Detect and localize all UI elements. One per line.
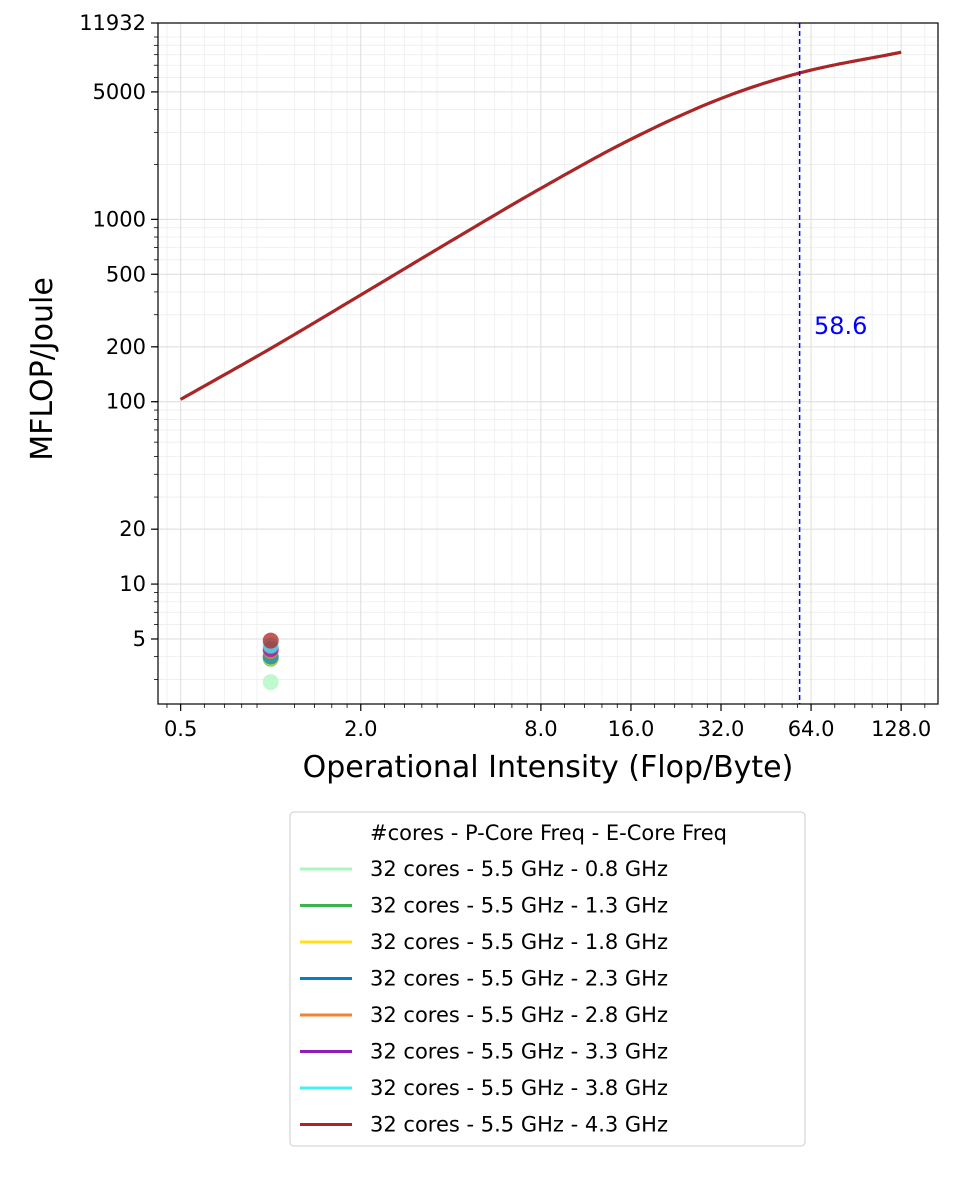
legend-entries: 32 cores - 5.5 GHz - 0.8 GHz 32 cores - 5…	[300, 857, 668, 1137]
y-tick-label: 500	[106, 262, 146, 286]
y-tick-label: 1000	[93, 207, 146, 231]
data-point	[262, 632, 279, 649]
legend-entry-label: 32 cores - 5.5 GHz - 3.8 GHz	[370, 1076, 668, 1100]
series-points	[262, 632, 279, 691]
x-tick-label: 64.0	[788, 717, 835, 741]
y-tick-label: 10	[119, 572, 146, 596]
y-tick-label: 11932	[79, 11, 146, 35]
minor-grid	[158, 23, 938, 704]
x-axis-label: Operational Intensity (Flop/Byte)	[303, 750, 794, 785]
x-tick-label: 8.0	[524, 717, 557, 741]
legend-entry-label: 32 cores - 5.5 GHz - 0.8 GHz	[370, 857, 668, 881]
legend: #cores - P-Core Freq - E-Core Freq 32 co…	[289, 811, 806, 1147]
data-point	[262, 674, 279, 691]
x-tick-label: 16.0	[608, 717, 655, 741]
legend-box	[289, 811, 806, 1147]
y-tick-label: 200	[106, 335, 146, 359]
plot-frame	[157, 22, 939, 705]
y-tick-label: 5	[133, 627, 146, 651]
x-tick-label: 2.0	[344, 717, 377, 741]
x-axis: 0.5 2.0 8.0 16.0 32.0 64.0 128.0	[164, 704, 931, 741]
y-tick-label: 5000	[93, 80, 146, 104]
legend-title: #cores - P-Core Freq - E-Core Freq	[370, 821, 727, 845]
legend-entry-label: 32 cores - 5.5 GHz - 4.3 GHz	[370, 1113, 668, 1137]
major-grid	[158, 22, 938, 704]
x-tick-label: 128.0	[871, 717, 931, 741]
ridge-label: 58.6	[814, 312, 867, 340]
legend-entry-label: 32 cores - 5.5 GHz - 3.3 GHz	[370, 1040, 668, 1064]
y-axis: 5 10 20 100 200 500 1000 5000 11932	[79, 11, 158, 680]
x-tick-label: 0.5	[164, 717, 197, 741]
series-lines	[179, 50, 902, 401]
y-tick-label: 20	[119, 517, 146, 541]
legend-entry-label: 32 cores - 5.5 GHz - 2.8 GHz	[370, 1003, 668, 1027]
y-tick-label: 100	[106, 390, 146, 414]
legend-entry-label: 32 cores - 5.5 GHz - 2.3 GHz	[370, 967, 668, 991]
series-line	[179, 50, 902, 401]
x-tick-label: 32.0	[698, 717, 745, 741]
legend-entry-label: 32 cores - 5.5 GHz - 1.3 GHz	[370, 894, 668, 918]
y-axis-label: MFLOP/Joule	[25, 277, 60, 461]
legend-entry-label: 32 cores - 5.5 GHz - 1.8 GHz	[370, 930, 668, 954]
